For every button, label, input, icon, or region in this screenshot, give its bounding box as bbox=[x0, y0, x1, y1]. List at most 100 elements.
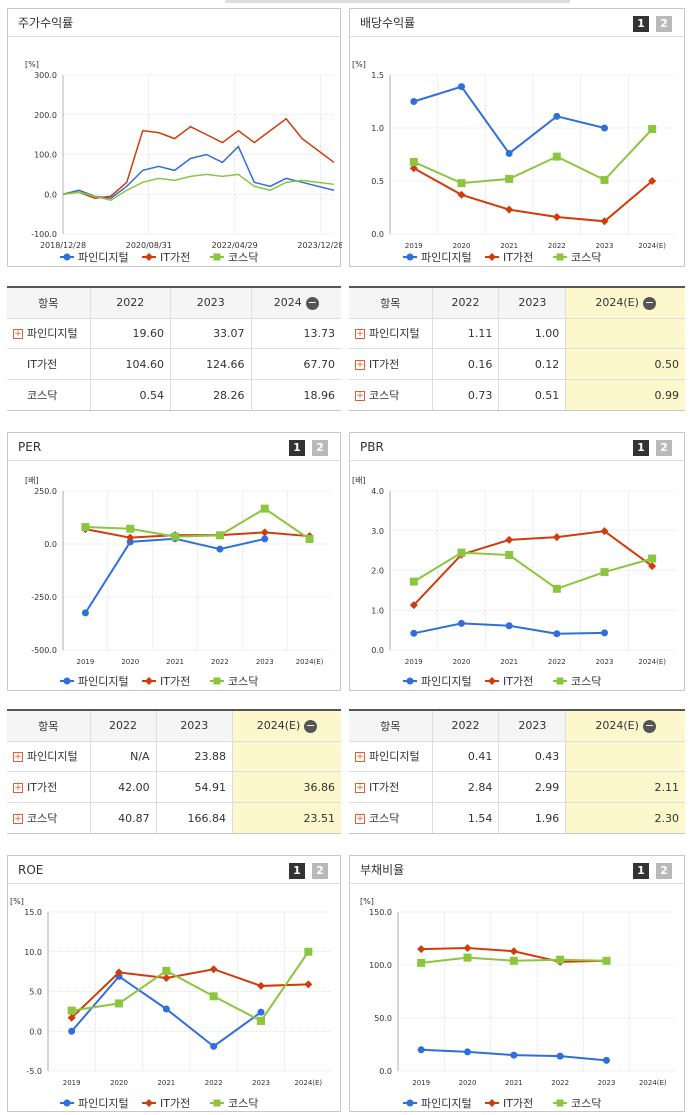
toggle-1-button[interactable]: 1 bbox=[289, 440, 305, 456]
expand-icon[interactable]: + bbox=[13, 752, 23, 763]
data-point bbox=[257, 1016, 265, 1025]
toggle-1-button[interactable]: 1 bbox=[633, 16, 649, 32]
data-point bbox=[410, 629, 418, 637]
y-tick-label: 250.0 bbox=[34, 487, 57, 496]
legend-marker-1 bbox=[63, 1099, 71, 1107]
data-point bbox=[556, 955, 565, 964]
column-header: 2022 bbox=[432, 711, 500, 742]
data-point bbox=[601, 124, 608, 132]
data-point bbox=[162, 973, 171, 982]
row-label: + IT가전 bbox=[7, 771, 91, 804]
expand-icon[interactable]: + bbox=[13, 329, 23, 340]
expand-icon[interactable]: + bbox=[355, 360, 365, 371]
expand-icon[interactable]: + bbox=[355, 814, 365, 825]
legend-marker-3 bbox=[213, 677, 221, 685]
toggle-1-button[interactable]: 1 bbox=[633, 440, 649, 456]
row-label-text: 파인디지털 bbox=[369, 327, 420, 341]
data-point bbox=[209, 965, 218, 974]
y-tick-label: 0.0 bbox=[379, 1067, 392, 1076]
column-header-label: 2024(E) bbox=[595, 296, 639, 309]
x-tick-label: 2020 bbox=[459, 1079, 477, 1087]
legend-label-1: 파인디지털 bbox=[421, 251, 472, 264]
data-point bbox=[216, 545, 224, 553]
x-tick-label: 2021 bbox=[500, 242, 518, 250]
toggle-2-button[interactable]: 2 bbox=[312, 863, 328, 879]
table-cell bbox=[565, 318, 685, 350]
legend-marker-2 bbox=[145, 677, 153, 685]
column-header-label: 항목 bbox=[38, 719, 59, 733]
table-cell: 1.11 bbox=[432, 318, 500, 350]
row-label: IT가전 bbox=[7, 348, 91, 381]
y-tick-label: 0.0 bbox=[44, 190, 57, 199]
table-cell: 2.99 bbox=[498, 771, 567, 804]
y-tick-label: 0.0 bbox=[29, 1027, 42, 1036]
y-tick-label: 1.0 bbox=[371, 124, 384, 133]
column-header: 2022 bbox=[90, 711, 157, 742]
data-point bbox=[410, 98, 418, 105]
y-tick-label: 15.0 bbox=[24, 908, 42, 917]
data-point bbox=[505, 622, 513, 630]
panel-title: PER bbox=[8, 433, 340, 461]
column-header-label: 2024(E) bbox=[595, 719, 639, 732]
data-point bbox=[648, 562, 657, 571]
top-tab-strip bbox=[225, 0, 570, 3]
column-header-label: 2023 bbox=[180, 719, 209, 733]
row-label: + 파인디지털 bbox=[7, 741, 91, 773]
toggle-1-button[interactable]: 1 bbox=[289, 863, 305, 879]
column-header-label: 2022 bbox=[116, 296, 145, 310]
column-header-label: 2023 bbox=[196, 296, 225, 310]
dividend-yield-table: 항목 2022 2023 2024(E) − + 파인디지털 1.11 1.00 + IT가전 0.1… bbox=[349, 286, 685, 411]
table-cell: 0.99 bbox=[565, 379, 685, 410]
expand-icon[interactable]: + bbox=[355, 752, 365, 763]
y-tick-label: 5.0 bbox=[29, 988, 42, 997]
toggle-1-button[interactable]: 1 bbox=[633, 863, 649, 879]
expand-icon[interactable]: + bbox=[355, 783, 365, 794]
table-cell: 1.00 bbox=[498, 318, 567, 350]
data-point bbox=[409, 601, 418, 610]
y-tick-label: 1.0 bbox=[371, 606, 384, 615]
row-label: + 파인디지털 bbox=[7, 318, 91, 350]
unit-label: [배] bbox=[25, 476, 39, 485]
expand-icon[interactable]: + bbox=[355, 329, 365, 340]
data-point bbox=[210, 1042, 218, 1050]
table-row: + 파인디지털 N/A 23.88 bbox=[7, 741, 341, 773]
unit-label: [%] bbox=[352, 60, 366, 69]
column-header: 2024(E) − bbox=[232, 711, 341, 742]
toggle-2-button[interactable]: 2 bbox=[656, 16, 672, 32]
x-tick-label: 2020 bbox=[453, 658, 471, 666]
expand-icon[interactable]: + bbox=[355, 391, 365, 402]
data-point bbox=[260, 528, 269, 537]
roe-panel: ROE 1 2 [%] 15.0 10.0 5.0 0.0 -5.0 2019 2020 202… bbox=[7, 855, 341, 1112]
data-point bbox=[505, 174, 514, 183]
toggle-2-button[interactable]: 2 bbox=[656, 863, 672, 879]
y-tick-label: 200.0 bbox=[34, 111, 57, 120]
data-point bbox=[457, 190, 466, 199]
legend-label-2: IT가전 bbox=[160, 675, 190, 688]
x-tick-label: 2019 bbox=[77, 658, 95, 666]
series-line-2 bbox=[413, 530, 653, 606]
expand-icon[interactable]: + bbox=[13, 783, 23, 794]
collapse-icon[interactable]: − bbox=[642, 295, 656, 310]
table-cell: 0.41 bbox=[432, 741, 500, 773]
stock-return-table: 항목 2022 2023 2024− + 파인디지털 19.60 33.07 13.73 IT가전… bbox=[7, 286, 341, 411]
table-cell: 23.51 bbox=[232, 802, 341, 833]
toggle-2-button[interactable]: 2 bbox=[656, 440, 672, 456]
legend-label-3: 코스닥 bbox=[571, 251, 601, 264]
collapse-icon[interactable]: − bbox=[304, 718, 318, 733]
expand-icon[interactable]: + bbox=[13, 814, 23, 825]
data-point bbox=[509, 956, 518, 965]
data-point bbox=[126, 538, 134, 546]
legend-label-2: IT가전 bbox=[160, 251, 190, 264]
data-point bbox=[162, 966, 171, 975]
table-cell: 40.87 bbox=[90, 802, 157, 833]
toggle-2-button[interactable]: 2 bbox=[312, 440, 328, 456]
data-point bbox=[553, 630, 561, 638]
legend-marker-1 bbox=[406, 677, 414, 685]
data-point bbox=[458, 619, 465, 627]
collapse-icon[interactable]: − bbox=[642, 718, 656, 733]
collapse-icon[interactable]: − bbox=[305, 295, 319, 310]
column-header-label: 2022 bbox=[109, 719, 138, 733]
y-tick-label: -5.0 bbox=[26, 1067, 42, 1076]
x-tick-label: 2023 bbox=[256, 658, 274, 666]
x-tick-label: 2019 bbox=[412, 1079, 430, 1087]
